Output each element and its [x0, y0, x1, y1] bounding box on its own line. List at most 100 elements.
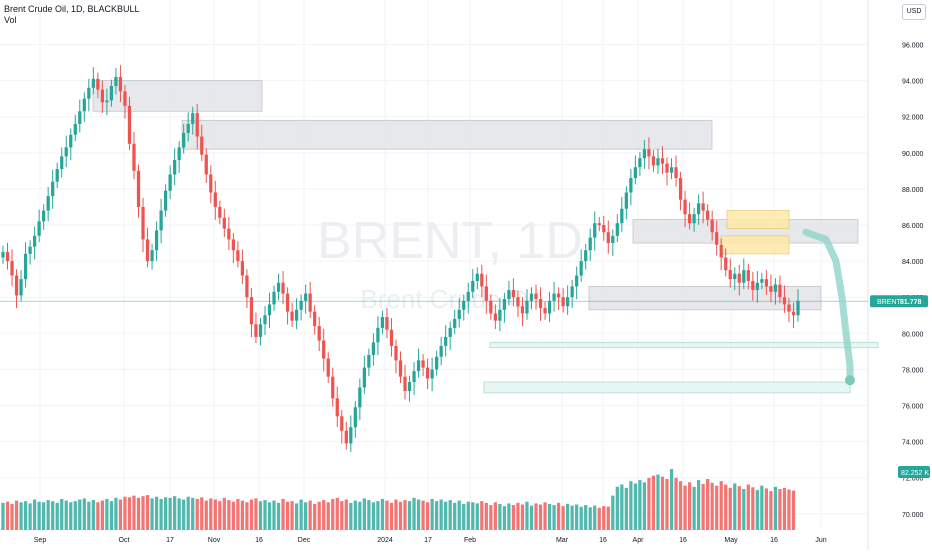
volume-bar: [141, 496, 145, 530]
volume-indicator-label[interactable]: Vol: [4, 15, 17, 25]
candle-body: [796, 300, 800, 316]
x-tick-label: Dec: [298, 537, 311, 544]
zone-teal[interactable]: [489, 341, 879, 349]
candle-body: [791, 311, 796, 316]
candle-body: [751, 280, 755, 290]
volume-bar: [710, 482, 714, 530]
candle-body: [507, 289, 511, 300]
candle-body: [556, 293, 561, 298]
candle-body: [141, 206, 145, 240]
currency-button[interactable]: USD: [902, 4, 926, 20]
candle-body: [760, 279, 764, 283]
y-tick-label: 74.000: [902, 440, 924, 447]
candle-body: [154, 230, 159, 251]
volume-bar: [728, 487, 732, 530]
volume-tag[interactable]: [898, 466, 930, 478]
volume-bar: [588, 507, 592, 530]
symbol-title[interactable]: Brent Crude Oil, 1D, BLACKBULL: [4, 4, 140, 14]
candle-body: [660, 158, 665, 164]
candle-body: [272, 291, 276, 305]
volume-bar: [254, 498, 258, 530]
volume-bar: [308, 500, 312, 530]
volume-bar: [733, 483, 737, 530]
volume-bar: [593, 505, 597, 530]
candle-body: [69, 134, 73, 148]
candle-body: [380, 317, 385, 328]
candle-body: [439, 345, 443, 357]
candle-body: [19, 279, 23, 296]
projection-path[interactable]: [802, 228, 854, 384]
volume-bar: [520, 504, 525, 530]
candle-body: [344, 430, 348, 444]
volume-bar: [651, 475, 656, 530]
candle-body: [656, 158, 660, 166]
zone-teal[interactable]: [483, 381, 851, 394]
candle-body: [647, 149, 651, 157]
volume-bar: [394, 499, 398, 530]
volume-bar: [263, 500, 267, 530]
zone-yellow[interactable]: [726, 210, 790, 230]
volume-bar: [331, 498, 335, 530]
volume-bar: [584, 505, 588, 530]
candle-body: [480, 273, 484, 287]
volume-bar: [737, 486, 741, 530]
volume-bar: [290, 501, 294, 530]
volume-bar: [457, 500, 461, 530]
candle-body: [96, 78, 100, 90]
candle-body: [353, 407, 357, 428]
candle-body: [669, 167, 674, 173]
x-tick-label: 17: [424, 537, 432, 544]
candle-body: [516, 297, 520, 307]
candle-body: [588, 237, 592, 251]
volume-bar: [5, 501, 10, 530]
chart-header: Brent Crude Oil, 1D, BLACKBULL Vol: [4, 4, 140, 26]
candle-body: [200, 136, 204, 155]
volume-bar: [389, 502, 394, 530]
candle-body: [5, 252, 10, 262]
candle-body: [385, 317, 389, 330]
volume-bar: [425, 502, 430, 530]
volume-bar: [543, 502, 547, 530]
candle-body: [371, 342, 376, 355]
candle-body: [258, 324, 263, 337]
candle-body: [362, 367, 366, 388]
volume-bar: [516, 502, 520, 530]
price-tag-symbol: BRENT: [877, 299, 901, 306]
watermark-symbol: BRENT, 1D: [317, 212, 583, 270]
volume-bar: [633, 483, 638, 530]
volume-bar: [28, 503, 32, 530]
volume-bar: [556, 502, 561, 530]
candle-body: [773, 284, 778, 292]
volume-bar: [629, 481, 633, 530]
candle-body: [191, 113, 195, 124]
projection-end-dot[interactable]: [845, 375, 855, 386]
candle-body: [520, 306, 525, 314]
price-tag[interactable]: [870, 295, 928, 308]
volume-bar: [493, 502, 497, 530]
candle-body: [254, 324, 258, 337]
volume-bar: [529, 505, 534, 530]
zone-gray[interactable]: [588, 285, 822, 311]
zone-gray[interactable]: [92, 80, 263, 112]
price-axis[interactable]: [868, 0, 932, 550]
candle-body: [209, 174, 213, 193]
volume-bar: [706, 478, 710, 530]
volume-bar: [78, 499, 82, 530]
volume-bar: [615, 486, 619, 530]
candle-body: [55, 169, 59, 182]
volume-bar: [642, 482, 647, 530]
volume-bar: [204, 500, 208, 530]
volume-bar: [778, 488, 782, 530]
volume-bar: [692, 486, 696, 530]
candle-body: [249, 297, 254, 325]
y-tick-label: 70.000: [902, 512, 924, 519]
x-tick-label: Apr: [633, 537, 645, 544]
candle-body: [290, 311, 294, 321]
candle-body: [547, 300, 552, 314]
zone-gray[interactable]: [181, 119, 713, 150]
volume-bar: [317, 501, 321, 530]
zone-yellow[interactable]: [720, 235, 790, 255]
candle-body: [633, 167, 638, 179]
